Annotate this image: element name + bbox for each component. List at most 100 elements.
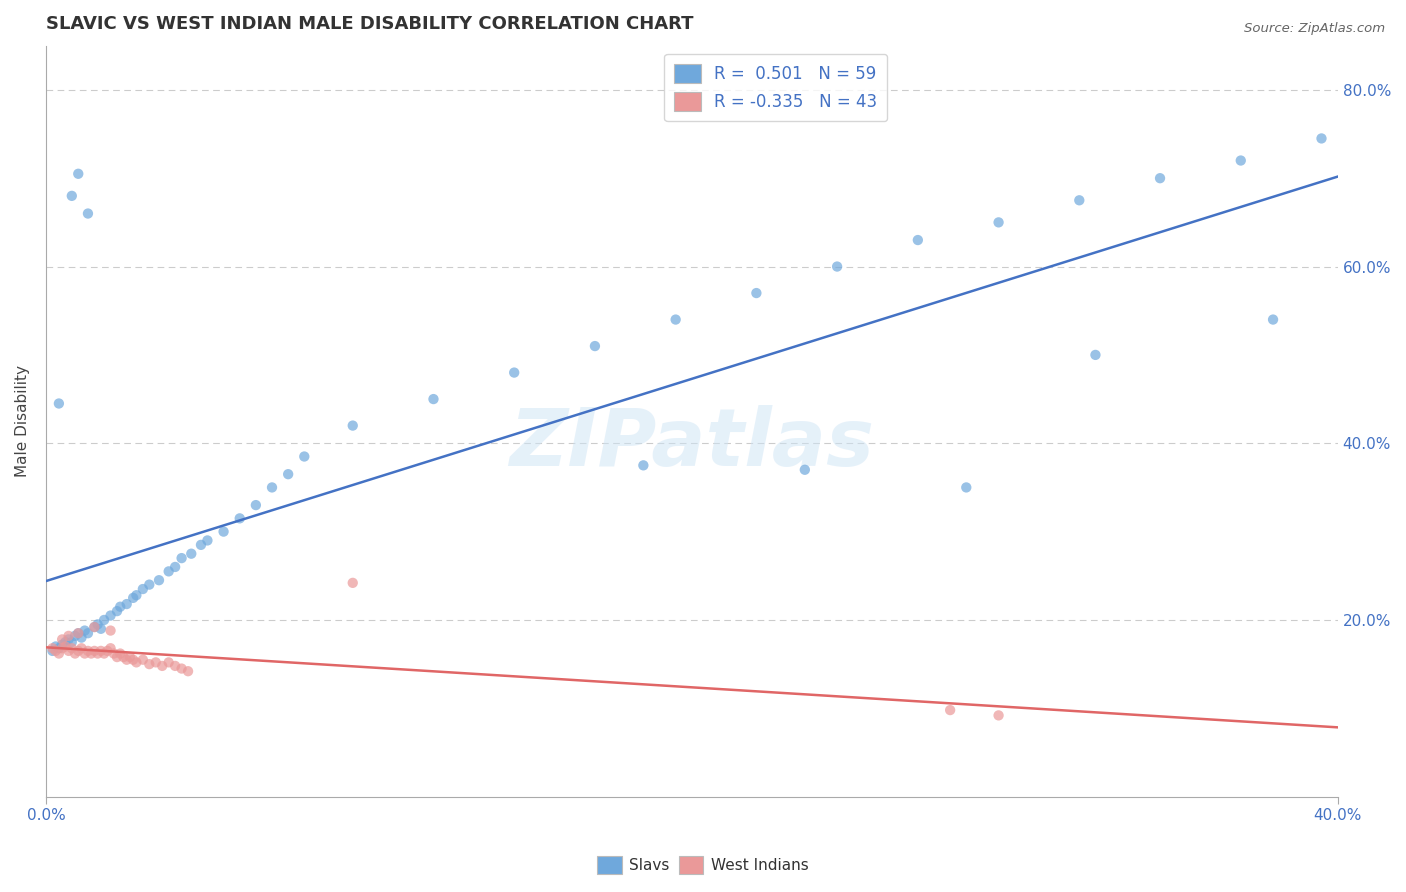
- Point: [51, 638, 73, 652]
- Point: [48, 396, 70, 410]
- Point: [122, 653, 145, 667]
- Text: Source: ZipAtlas.com: Source: ZipAtlas.com: [1244, 22, 1385, 36]
- Point: [212, 524, 235, 539]
- Point: [67, 626, 90, 640]
- Point: [987, 708, 1010, 723]
- Legend: R =  0.501   N = 59, R = -0.335   N = 43: R = 0.501 N = 59, R = -0.335 N = 43: [664, 54, 887, 120]
- Legend: Slavs, West Indians: Slavs, West Indians: [591, 850, 815, 880]
- Point: [503, 366, 526, 380]
- Point: [41, 641, 63, 656]
- Point: [1261, 312, 1284, 326]
- Point: [96, 644, 118, 658]
- Point: [70, 641, 93, 656]
- Point: [793, 463, 815, 477]
- Point: [60, 635, 83, 649]
- Point: [180, 547, 202, 561]
- Point: [125, 656, 148, 670]
- Point: [48, 647, 70, 661]
- Point: [132, 582, 155, 596]
- Point: [1229, 153, 1251, 168]
- Point: [90, 644, 112, 658]
- Point: [86, 617, 108, 632]
- Point: [170, 551, 193, 566]
- Point: [190, 538, 212, 552]
- Point: [145, 656, 167, 670]
- Point: [260, 480, 283, 494]
- Point: [1069, 194, 1091, 208]
- Point: [170, 662, 193, 676]
- Point: [63, 647, 86, 661]
- Point: [67, 644, 90, 658]
- Point: [122, 591, 145, 605]
- Point: [245, 498, 267, 512]
- Point: [80, 647, 103, 661]
- Point: [825, 260, 848, 274]
- Point: [165, 560, 187, 574]
- Point: [100, 624, 122, 638]
- Point: [100, 641, 122, 656]
- Point: [73, 647, 96, 661]
- Y-axis label: Male Disability: Male Disability: [15, 365, 30, 477]
- Point: [70, 631, 93, 645]
- Point: [1084, 348, 1107, 362]
- Point: [157, 656, 180, 670]
- Point: [110, 599, 132, 614]
- Point: [77, 644, 100, 658]
- Point: [939, 703, 962, 717]
- Point: [60, 189, 83, 203]
- Point: [907, 233, 929, 247]
- Point: [63, 629, 86, 643]
- Point: [277, 467, 299, 482]
- Point: [148, 573, 170, 587]
- Point: [150, 659, 173, 673]
- Point: [115, 653, 138, 667]
- Point: [100, 608, 122, 623]
- Point: [51, 632, 73, 647]
- Text: ZIPatlas: ZIPatlas: [509, 405, 875, 483]
- Point: [197, 533, 219, 548]
- Point: [45, 644, 67, 658]
- Point: [112, 650, 135, 665]
- Point: [83, 620, 105, 634]
- Point: [138, 657, 160, 672]
- Point: [83, 620, 105, 634]
- Point: [1149, 171, 1171, 186]
- Point: [165, 659, 187, 673]
- Point: [77, 626, 100, 640]
- Point: [53, 635, 76, 649]
- Point: [125, 588, 148, 602]
- Point: [110, 647, 132, 661]
- Point: [58, 632, 80, 647]
- Point: [228, 511, 250, 525]
- Point: [93, 613, 115, 627]
- Point: [115, 597, 138, 611]
- Point: [77, 206, 100, 220]
- Point: [987, 215, 1010, 229]
- Point: [86, 647, 108, 661]
- Point: [58, 629, 80, 643]
- Point: [1310, 131, 1333, 145]
- Point: [60, 641, 83, 656]
- Text: SLAVIC VS WEST INDIAN MALE DISABILITY CORRELATION CHART: SLAVIC VS WEST INDIAN MALE DISABILITY CO…: [46, 15, 693, 33]
- Point: [157, 565, 180, 579]
- Point: [633, 458, 655, 473]
- Point: [73, 624, 96, 638]
- Point: [103, 647, 125, 661]
- Point: [342, 575, 364, 590]
- Point: [105, 650, 128, 665]
- Point: [583, 339, 606, 353]
- Point: [67, 626, 90, 640]
- Point: [342, 418, 364, 433]
- Point: [45, 640, 67, 654]
- Point: [67, 167, 90, 181]
- Point: [93, 647, 115, 661]
- Point: [132, 653, 155, 667]
- Point: [41, 644, 63, 658]
- Point: [51, 641, 73, 656]
- Point: [105, 604, 128, 618]
- Point: [83, 644, 105, 658]
- Point: [745, 286, 768, 301]
- Point: [90, 622, 112, 636]
- Point: [292, 450, 315, 464]
- Point: [58, 644, 80, 658]
